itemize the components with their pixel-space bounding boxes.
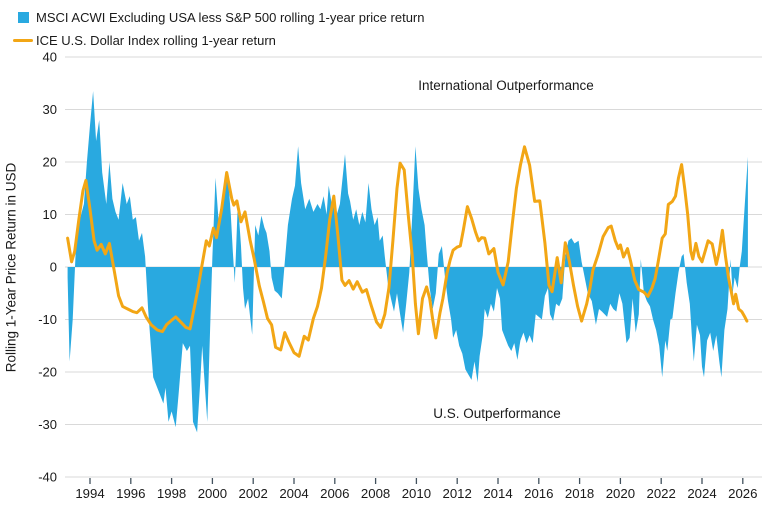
y-tick-label--10: -10 bbox=[38, 312, 57, 327]
x-tick-label-1998: 1998 bbox=[157, 486, 186, 501]
legend-label-dxy: ICE U.S. Dollar Index rolling 1-year ret… bbox=[36, 33, 276, 48]
legend: MSCI ACWI Excluding USA less S&P 500 rol… bbox=[13, 6, 424, 52]
x-tick-label-2012: 2012 bbox=[443, 486, 472, 501]
x-tick-label-2018: 2018 bbox=[565, 486, 594, 501]
y-tick-label-30: 30 bbox=[43, 102, 57, 117]
x-tick-label-2006: 2006 bbox=[320, 486, 349, 501]
y-tick-label-0: 0 bbox=[50, 260, 57, 275]
x-tick-label-2022: 2022 bbox=[647, 486, 676, 501]
legend-label-msci: MSCI ACWI Excluding USA less S&P 500 rol… bbox=[36, 10, 425, 25]
x-tick-label-2016: 2016 bbox=[524, 486, 553, 501]
dxy-line-series bbox=[66, 145, 749, 358]
legend-item-dxy: ICE U.S. Dollar Index rolling 1-year ret… bbox=[13, 29, 424, 52]
x-tick-label-2004: 2004 bbox=[279, 486, 308, 501]
annotation-us-outperformance: U.S. Outperformance bbox=[433, 406, 561, 421]
x-tick-label-2024: 2024 bbox=[687, 486, 716, 501]
x-tick-label-1996: 1996 bbox=[116, 486, 145, 501]
y-tick-label-20: 20 bbox=[43, 155, 57, 170]
annotation-international-outperformance: International Outperformance bbox=[418, 78, 594, 93]
y-tick-label-10: 10 bbox=[43, 207, 57, 222]
y-tick-label--40: -40 bbox=[38, 470, 57, 485]
x-tick-label-2020: 2020 bbox=[606, 486, 635, 501]
y-tick-label--30: -30 bbox=[38, 417, 57, 432]
x-tick-label-2010: 2010 bbox=[402, 486, 431, 501]
dxy-line-swatch-icon bbox=[13, 38, 33, 43]
legend-item-msci: MSCI ACWI Excluding USA less S&P 500 rol… bbox=[13, 6, 424, 29]
y-tick-label--20: -20 bbox=[38, 365, 57, 380]
x-tick-label-2026: 2026 bbox=[728, 486, 757, 501]
x-tick-label-2008: 2008 bbox=[361, 486, 390, 501]
x-tick-label-2002: 2002 bbox=[239, 486, 268, 501]
msci-area-swatch-icon bbox=[18, 12, 29, 23]
x-tick-label-1994: 1994 bbox=[75, 486, 104, 501]
x-tick-label-2000: 2000 bbox=[198, 486, 227, 501]
y-axis-title: Rolling 1-Year Price Return in USD bbox=[3, 162, 19, 373]
y-tick-label-40: 40 bbox=[43, 50, 57, 65]
msci-area-series bbox=[67, 91, 748, 433]
x-tick-label-2014: 2014 bbox=[483, 486, 512, 501]
